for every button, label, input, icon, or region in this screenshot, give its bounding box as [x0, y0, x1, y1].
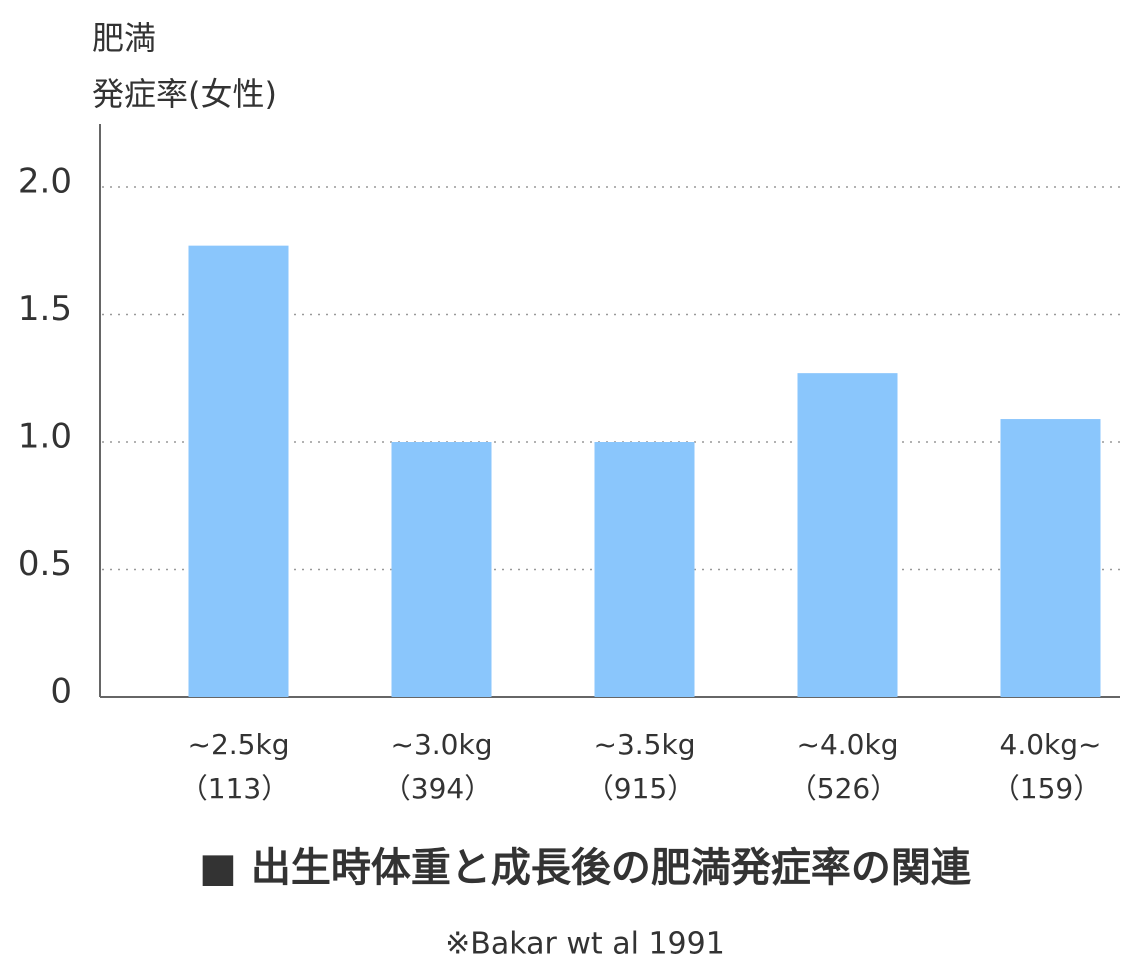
- x-tick-label: ~3.0kg: [391, 728, 493, 761]
- bar: [391, 442, 492, 697]
- sample-size-label: （526）: [789, 772, 898, 805]
- bar: [1000, 419, 1101, 697]
- bar: [594, 442, 695, 697]
- y-tick-label: 1.0: [18, 417, 72, 457]
- bar: [188, 245, 289, 697]
- y-axis-label: 発症率(女性): [92, 75, 277, 113]
- y-tick-label: 2.0: [18, 162, 72, 202]
- x-tick-label: 4.0kg~: [1000, 728, 1102, 761]
- x-tick-label: ~4.0kg: [797, 728, 899, 761]
- sample-size-label: （113）: [180, 772, 289, 805]
- y-tick-label: 0.5: [18, 544, 72, 584]
- sample-size-label: （159）: [992, 772, 1101, 805]
- sample-size-label: （915）: [586, 772, 695, 805]
- sample-size-label: （394）: [383, 772, 492, 805]
- x-tick-label: ~3.5kg: [594, 728, 696, 761]
- y-axis-label: 肥満: [92, 19, 156, 57]
- x-tick-label: ~2.5kg: [188, 728, 290, 761]
- y-tick-label: 0: [50, 672, 72, 712]
- source-note: ※Bakar wt al 1991: [445, 927, 725, 962]
- chart-title: ■ 出生時体重と成長後の肥満発症率の関連: [199, 845, 972, 891]
- y-tick-label: 1.5: [18, 289, 72, 329]
- bar: [797, 373, 898, 697]
